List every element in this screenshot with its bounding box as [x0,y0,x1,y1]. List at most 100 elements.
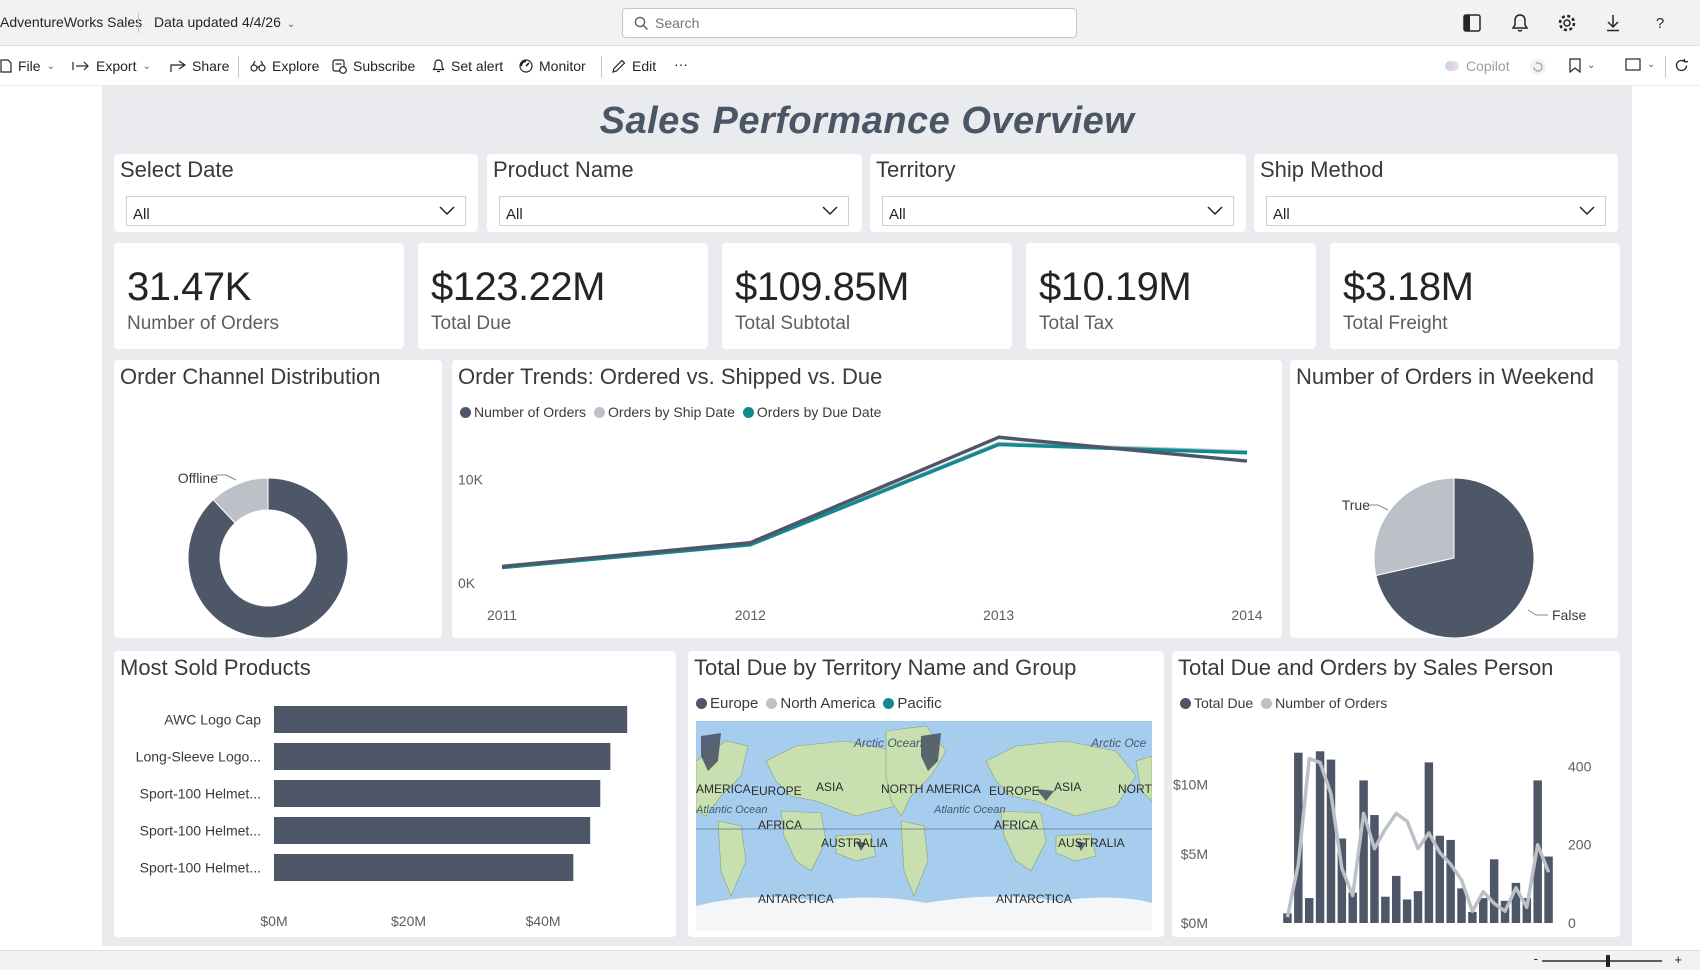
slicer-title: Select Date [120,157,234,182]
report-app-title[interactable]: AdventureWorks Sales [0,14,143,30]
slicer-title: Product Name [493,157,634,182]
landmass [780,810,827,872]
visual-order-channel[interactable]: Order Channel Distribution Online Offline [114,360,442,638]
slicer-select-date[interactable]: Select Date All [114,154,478,232]
share-button[interactable]: Share [170,58,229,74]
legend-label: North America [780,695,876,712]
landmass [1135,755,1152,802]
visual-most-sold-products[interactable]: Most Sold Products AWC Logo Cap Long-Slee… [114,651,676,937]
monitor-button[interactable]: Monitor [519,58,586,74]
slicer-dropdown[interactable]: All [126,196,466,226]
antarctica-shape [696,896,1152,931]
download-icon[interactable] [1603,13,1623,33]
zoom-slider-thumb[interactable] [1606,955,1610,967]
subscribe-label: Subscribe [353,58,416,74]
search-box[interactable] [622,8,1077,38]
map-label: ASIA [1054,780,1081,794]
map-label: Atlantic Ocean [933,804,1006,816]
visual-title: Order Channel Distribution [120,364,381,389]
legend-item: Number of Orders [460,404,586,420]
slicer-ship-method[interactable]: Ship Method All [1254,154,1618,232]
help-icon[interactable]: ? [1650,13,1670,33]
slicer-value: All [133,206,150,223]
data-updated-dropdown[interactable]: Data updated 4/4/26 ⌄ [154,14,295,30]
y-tick-label: AWC Logo Cap [164,712,261,728]
visual-weekend-orders[interactable]: Number of Orders in Weekend False True [1290,360,1618,638]
landmass [1055,833,1097,862]
bookmark-menu[interactable]: ⌄ [1569,58,1595,73]
region-shape [1076,841,1086,851]
chevron-down-icon: ⌄ [1587,60,1596,71]
slicer-dropdown[interactable]: All [499,196,849,226]
divider [601,56,602,78]
leader-line [216,474,237,481]
world-map[interactable]: Arctic Ocean Arctic Oce AMERICA EUROPE A… [696,721,1152,931]
bar [1522,898,1532,923]
donut-chart: Online Offline [178,470,361,638]
export-menu[interactable]: Export ⌄ [72,58,151,74]
divider [1665,56,1666,78]
visual-order-trends[interactable]: Order Trends: Ordered vs. Shipped vs. Du… [452,360,1282,638]
bar [274,780,601,807]
map-label: EUROPE [989,784,1040,798]
kpi-label: Total Freight [1343,313,1448,334]
view-menu[interactable]: ⌄ [1625,58,1655,71]
legend-label: Orders by Ship Date [608,404,735,420]
kpi-label: Total Due [431,313,512,334]
bar [1294,752,1303,923]
kpi-card-orders[interactable]: 31.47K Number of Orders [114,243,404,349]
x-tick-label: 2012 [735,607,766,623]
kpi-card-freight[interactable]: $3.18M Total Freight [1330,243,1620,349]
set-alert-label: Set alert [451,58,504,74]
report-page: Sales Performance Overview Select Date A… [102,86,1632,946]
copilot-button[interactable]: Copilot [1444,58,1510,74]
map-label: AUSTRALIA [821,836,888,850]
legend-item: North America [766,695,875,712]
kpi-card-tax[interactable]: $10.19M Total Tax [1026,243,1316,349]
search-icon [634,16,648,30]
reset-icon[interactable] [1529,58,1547,76]
bell-icon[interactable] [1510,13,1530,33]
bar-chart: AWC Logo Cap Long-Sleeve Logo... Sport-100… [136,706,628,929]
slicer-product-name[interactable]: Product Name All [487,154,862,232]
visual-title: Total Due and Orders by Sales Person [1178,655,1554,680]
zoom-out-button[interactable]: - [1533,951,1538,966]
export-label: Export [96,58,137,74]
kpi-card-subtotal[interactable]: $109.85M Total Subtotal [722,243,1012,349]
chart-legend: Europe North America Pacific [696,695,942,712]
kpi-value: $109.85M [735,265,909,309]
slicer-value: All [506,206,523,223]
svg-text:?: ? [1656,15,1664,32]
kpi-card-total-due[interactable]: $123.22M Total Due [418,243,708,349]
bar [1283,913,1292,923]
panel-toggle-icon[interactable] [1462,13,1482,33]
set-alert-button[interactable]: Set alert [432,58,503,74]
map-label: Atlantic Ocean [696,804,768,816]
region-shape [856,841,866,851]
search-input[interactable] [655,14,1055,32]
bar [1359,780,1368,923]
subscribe-button[interactable]: Subscribe [332,58,415,74]
more-options-button[interactable]: ··· [674,56,688,72]
explore-button[interactable]: Explore [250,58,319,74]
visual-sales-person[interactable]: Total Due and Orders by Sales Person Tot… [1172,651,1620,937]
zoom-in-button[interactable]: + [1674,952,1682,967]
explore-label: Explore [272,58,320,74]
slicer-territory[interactable]: Territory All [870,154,1246,232]
visual-territory-map[interactable]: Total Due by Territory Name and Group Eu… [688,651,1164,937]
landmass [985,740,1137,817]
file-menu[interactable]: File ⌄ [0,58,55,74]
bar [1424,762,1434,923]
chart-legend: Total Due Number of Orders [1180,695,1387,711]
bar [1544,856,1553,923]
zoom-slider[interactable] [1542,960,1662,962]
refresh-icon[interactable] [1674,58,1689,73]
slicer-dropdown[interactable]: All [1266,196,1606,226]
divider [238,56,239,78]
slicer-dropdown[interactable]: All [882,196,1234,226]
chevron-down-icon [822,206,838,216]
y-tick-label-left: $5M [1181,846,1208,862]
chevron-down-icon: ⌄ [142,60,151,72]
edit-button[interactable]: Edit [611,58,656,74]
gear-icon[interactable] [1557,13,1577,33]
